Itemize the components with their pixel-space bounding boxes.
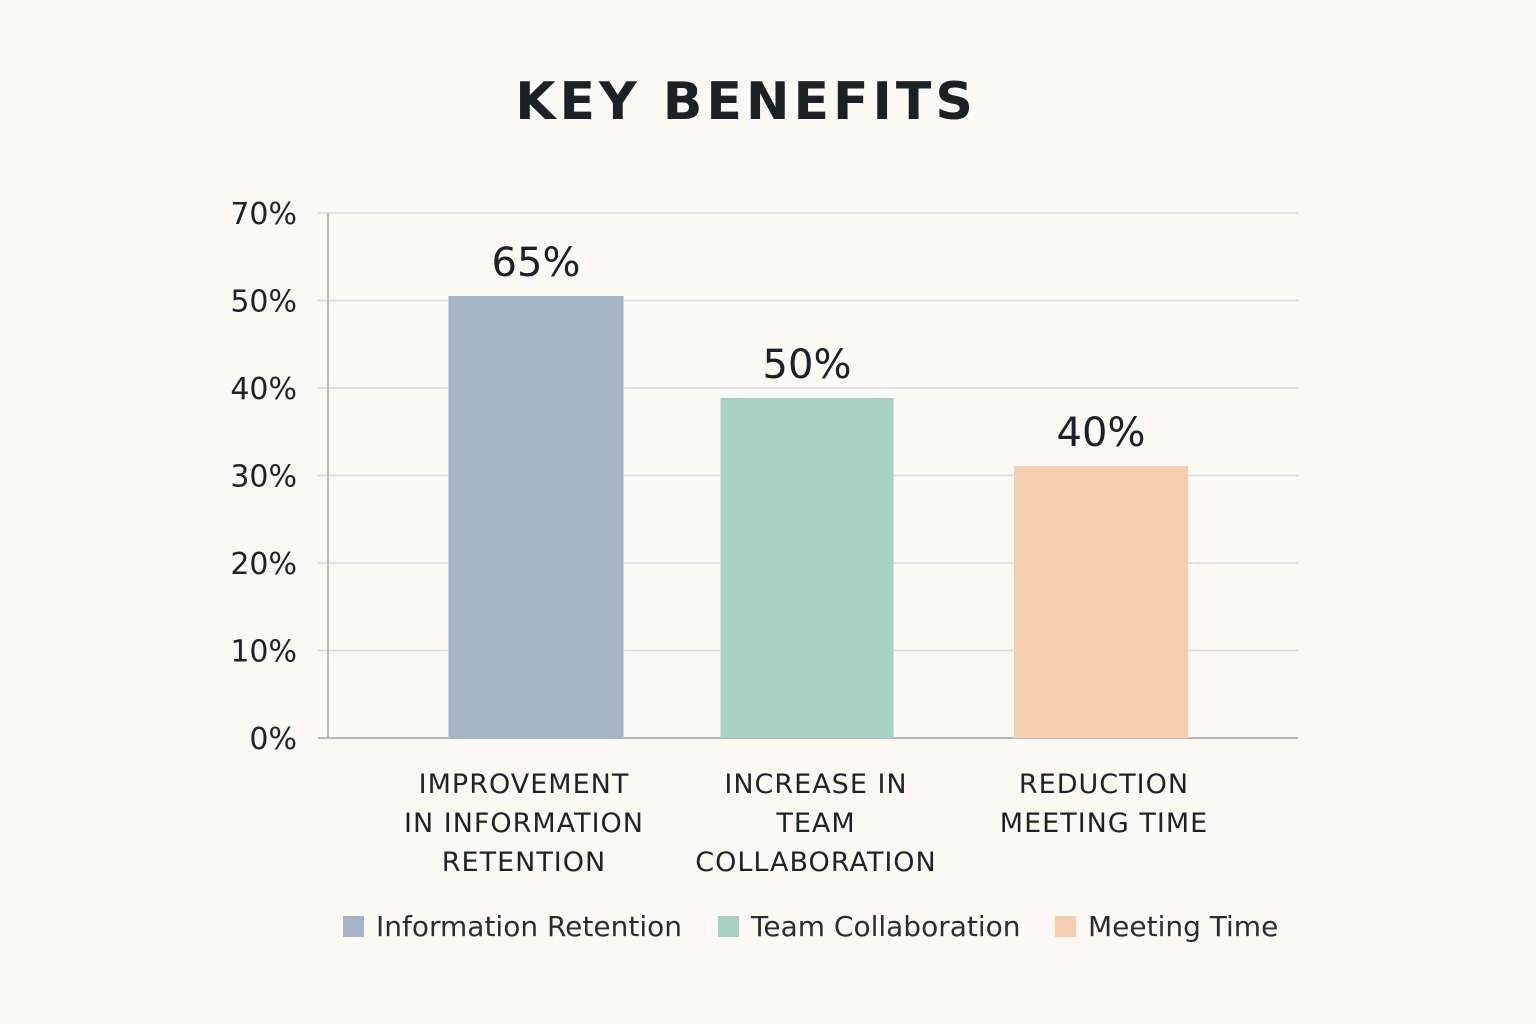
bar <box>720 398 894 738</box>
y-tick-label: 70% <box>230 197 297 232</box>
legend-label: Meeting Time <box>1088 910 1279 943</box>
x-tick-label: IMPROVEMENT <box>419 769 630 800</box>
y-tick-label: 30% <box>230 460 297 495</box>
x-tick-label: IN INFORMATION <box>404 808 644 839</box>
legend-label: Team Collaboration <box>751 910 1021 943</box>
y-tick-label: 0% <box>249 722 297 757</box>
data-label: 40% <box>1057 410 1146 456</box>
legend-swatch <box>718 916 739 937</box>
legend-swatch <box>343 916 364 937</box>
y-tick-label: 20% <box>230 547 297 582</box>
x-tick-label: MEETING TIME <box>1000 808 1208 839</box>
bar <box>448 296 624 738</box>
legend-item-information-retention: Information Retention <box>343 910 682 943</box>
y-tick-label: 10% <box>230 635 297 670</box>
y-tick-label: 40% <box>230 372 297 407</box>
data-label: 65% <box>492 240 581 286</box>
bar <box>1014 466 1188 738</box>
legend: Information Retention Team Collaboration… <box>0 910 1536 950</box>
data-label: 50% <box>763 342 852 388</box>
chart-title: KEY BENEFITS <box>515 72 977 132</box>
x-tick-label: INCREASE IN <box>724 769 907 800</box>
legend-label: Information Retention <box>376 910 682 943</box>
x-tick-label: TEAM <box>775 808 855 839</box>
legend-item-team-collaboration: Team Collaboration <box>718 910 1021 943</box>
legend-swatch <box>1055 916 1076 937</box>
x-tick-label: COLLABORATION <box>695 847 937 878</box>
x-tick-label: REDUCTION <box>1019 769 1189 800</box>
y-tick-label: 50% <box>230 285 297 320</box>
x-tick-label: RETENTION <box>442 847 606 878</box>
legend-item-meeting-time: Meeting Time <box>1055 910 1278 943</box>
